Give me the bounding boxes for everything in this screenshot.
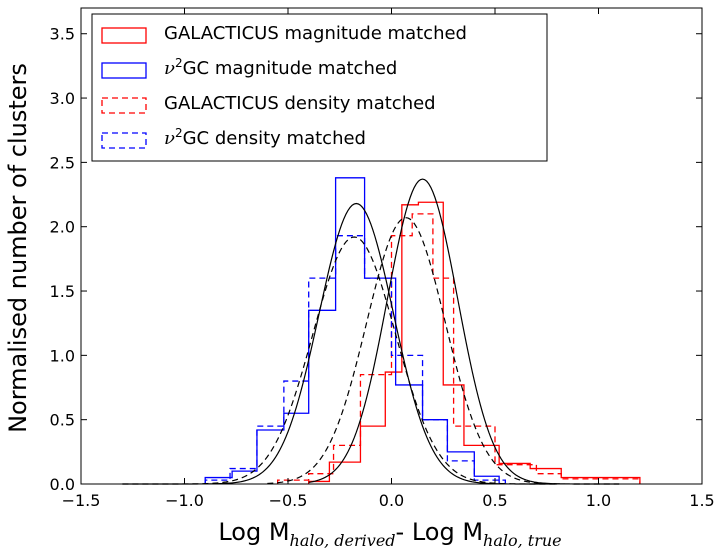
histogram-series-0 [308,201,641,484]
axis-ticks: −1.5 −1.0 −0.5 0.0 0.5 1.0 1.5 0.0 0.5 1.0 1.5 2.0 2… [50,8,715,510]
legend-handle-3 [101,132,147,149]
x-tick-label: 0.5 [482,491,507,510]
y-axis-title: Normalised number of clusters [4,63,32,433]
x-tick-label: −1.5 [62,491,101,510]
histogram-series-1 [204,177,500,484]
histogram-series-layer [204,177,641,484]
legend-handle-2 [101,97,147,114]
y-tick-label: 0.5 [50,411,75,430]
gaussian-fit-3 [122,236,558,485]
gaussian-fit-2 [267,217,620,485]
legend-label-galacticus-magnitude: GALACTICUS magnitude matched [164,23,467,44]
legend: GALACTICUS magnitude matched ν2GC magnit… [91,13,548,162]
y-tick-label: 1.5 [50,282,75,301]
gaussian-fit-1 [122,202,558,485]
legend-label-nu2gc-density: ν2GC density matched [164,126,366,149]
x-tick-label: 1.0 [586,491,611,510]
x-axis-title: Log Mhalo, derived- Log Mhalo, true [218,518,561,550]
legend-handles [101,27,147,149]
legend-box [91,13,548,162]
y-tick-label: 3.5 [50,25,75,44]
y-tick-label: 3.0 [50,89,75,108]
histogram-series-3 [204,235,506,484]
legend-handle-0 [101,27,147,44]
y-tick-label: 1.0 [50,346,75,365]
x-tick-label: −0.5 [269,491,308,510]
legend-handle-1 [101,62,147,79]
x-tick-label: 1.5 [689,491,714,510]
y-tick-label: 0.0 [50,475,75,494]
x-tick-label: −1.0 [165,491,204,510]
histogram-series-2 [277,213,641,484]
legend-label-galacticus-density: GALACTICUS density matched [164,93,436,114]
legend-label-nu2gc-magnitude: ν2GC magnitude matched [164,56,397,79]
gaussian-fit-layer [122,178,620,485]
x-tick-label: 0.0 [379,491,404,510]
y-tick-label: 2.5 [50,153,75,172]
y-tick-label: 2.0 [50,218,75,237]
